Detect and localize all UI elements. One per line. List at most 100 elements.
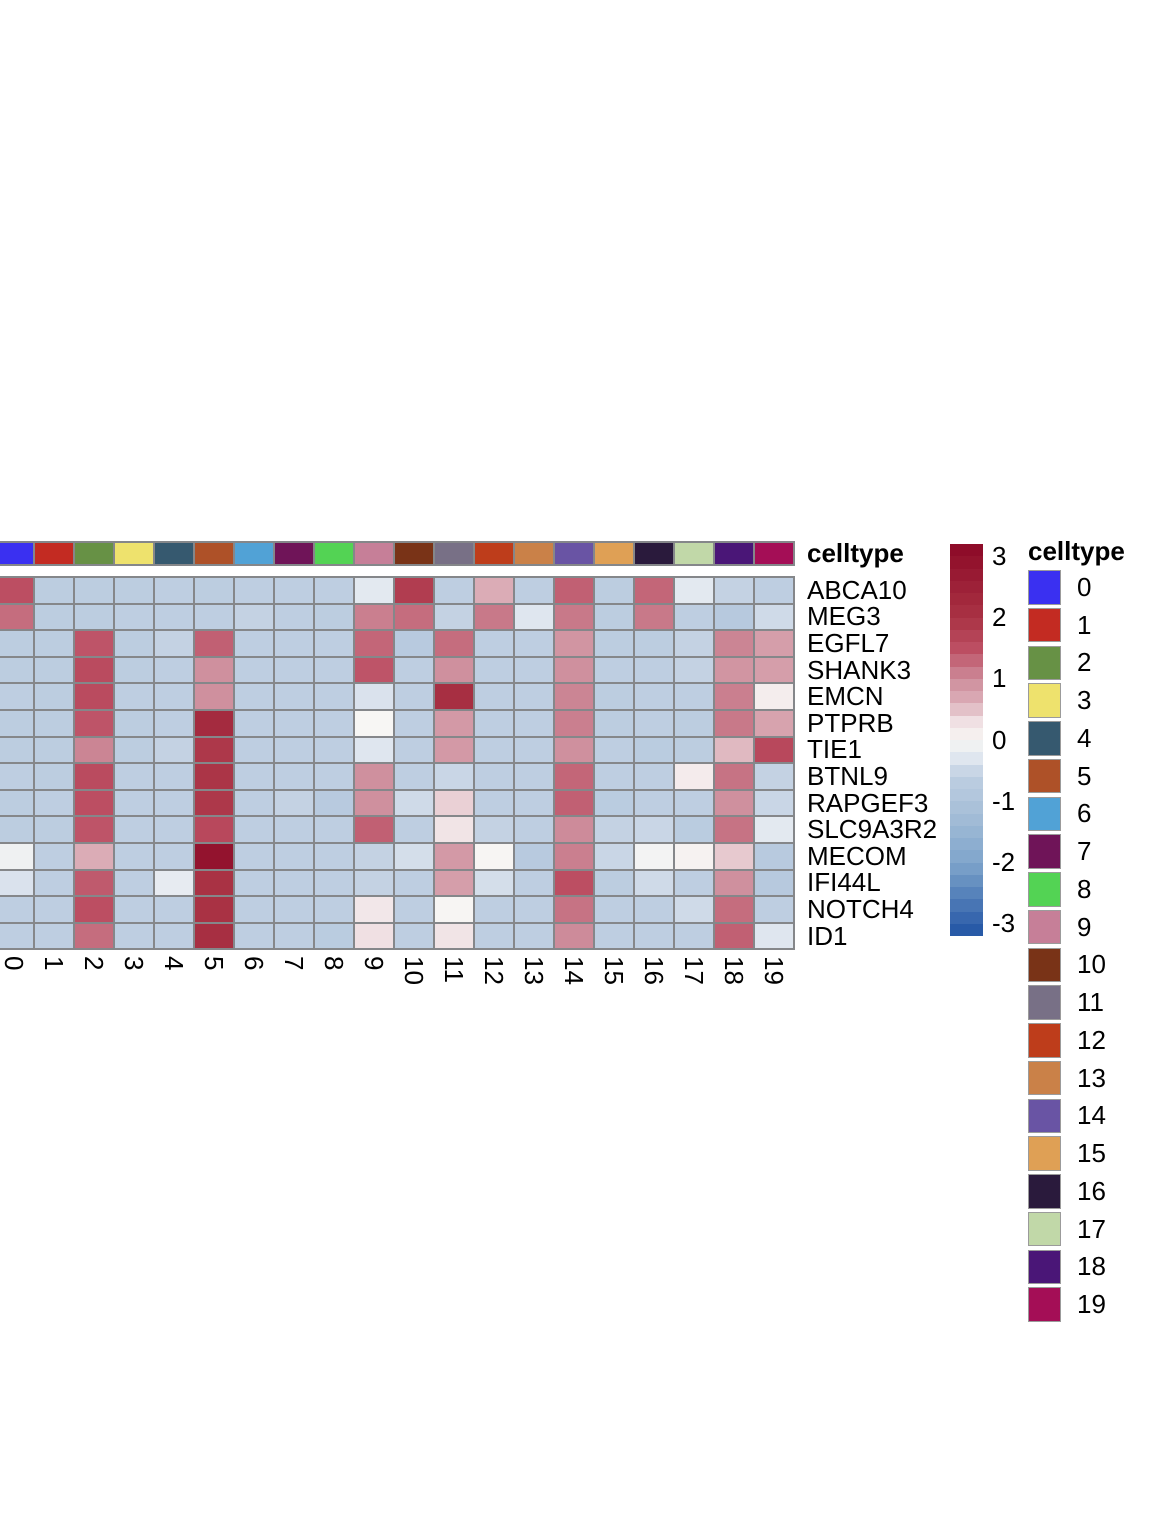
heatmap-cell-SLC9A3R2-c10 bbox=[395, 817, 433, 842]
legend-swatch-celltype-14 bbox=[1028, 1098, 1061, 1133]
annotation-cell-celltype-13 bbox=[515, 543, 553, 564]
colorbar-step bbox=[950, 715, 983, 728]
heatmap-cell-SLC9A3R2-c12 bbox=[475, 817, 513, 842]
legend-label-celltype-16: 16 bbox=[1077, 1175, 1106, 1206]
legend-swatch-celltype-3 bbox=[1028, 683, 1061, 718]
heatmap-cell-RAPGEF3-c17 bbox=[675, 790, 713, 816]
annotation-cell-celltype-12 bbox=[475, 543, 513, 564]
heatmap-cell-NOTCH4-c4 bbox=[155, 897, 193, 922]
legend-label-celltype-12: 12 bbox=[1077, 1024, 1106, 1055]
column-label-3: 3 bbox=[119, 956, 149, 971]
colorbar-step bbox=[950, 740, 983, 753]
row-label-ID1: ID1 bbox=[807, 920, 848, 951]
heatmap-cell-MEG3-c7 bbox=[275, 604, 313, 630]
heatmap-cell-ABCA10-c10 bbox=[395, 578, 433, 603]
heatmap-cell-IFI44L-c8 bbox=[315, 870, 353, 896]
heatmap-cell-ABCA10-c13 bbox=[515, 578, 553, 603]
heatmap-cell-RAPGEF3-c13 bbox=[515, 790, 553, 816]
heatmap-cell-TIE1-c17 bbox=[675, 737, 713, 763]
heatmap-cell-NOTCH4-c14 bbox=[555, 897, 593, 922]
legend-swatch-celltype-15 bbox=[1028, 1136, 1061, 1171]
heatmap-cell-EGFL7-c19 bbox=[755, 631, 793, 656]
heatmap-cell-SLC9A3R2-c8 bbox=[315, 817, 353, 842]
heatmap-cell-IFI44L-c10 bbox=[395, 870, 433, 896]
heatmap-cell-TIE1-c10 bbox=[395, 737, 433, 763]
heatmap-cell-SHANK3-c10 bbox=[395, 657, 433, 683]
colorbar-step bbox=[950, 801, 983, 814]
heatmap-cell-RAPGEF3-c15 bbox=[595, 790, 633, 816]
heatmap-cell-BTNL9-c12 bbox=[475, 764, 513, 789]
heatmap-cell-MEG3-c18 bbox=[715, 604, 753, 630]
legend-label-celltype-8: 8 bbox=[1077, 873, 1092, 904]
heatmap-cell-RAPGEF3-c11 bbox=[435, 790, 473, 816]
heatmap-cell-SLC9A3R2-c0 bbox=[0, 817, 33, 842]
column-label-16: 16 bbox=[639, 956, 669, 985]
heatmap-cell-MEG3-c13 bbox=[515, 604, 553, 630]
colorbar-step bbox=[950, 568, 983, 581]
heatmap-cell-PTPRB-c10 bbox=[395, 710, 433, 736]
heatmap-cell-ID1-c14 bbox=[555, 923, 593, 949]
heatmap-cell-SLC9A3R2-c1 bbox=[35, 817, 73, 842]
heatmap-cell-EMCN-c19 bbox=[755, 684, 793, 709]
legend-label-celltype-10: 10 bbox=[1077, 949, 1106, 980]
column-label-17: 17 bbox=[679, 956, 709, 985]
column-label-18: 18 bbox=[719, 956, 749, 985]
legend-label-celltype-19: 19 bbox=[1077, 1289, 1106, 1319]
column-label-1: 1 bbox=[39, 956, 69, 971]
heatmap-cell-SHANK3-c12 bbox=[475, 657, 513, 683]
annotation-cell-celltype-16 bbox=[635, 543, 673, 564]
heatmap-cell-MECOM-c6 bbox=[235, 843, 273, 869]
heatmap-cell-ID1-c18 bbox=[715, 923, 753, 949]
colorbar-step bbox=[950, 654, 983, 667]
heatmap-cell-EGFL7-c9 bbox=[355, 631, 393, 656]
heatmap-cell-IFI44L-c7 bbox=[275, 870, 313, 896]
heatmap-cell-ID1-c3 bbox=[115, 923, 153, 949]
heatmap-cell-IFI44L-c4 bbox=[155, 870, 193, 896]
colorbar-step bbox=[950, 776, 983, 789]
heatmap-cell-IFI44L-c13 bbox=[515, 870, 553, 896]
heatmap-cell-RAPGEF3-c8 bbox=[315, 790, 353, 816]
colorbar-step bbox=[950, 678, 983, 691]
heatmap-cell-RAPGEF3-c19 bbox=[755, 790, 793, 816]
legend-swatch-celltype-0 bbox=[1028, 570, 1061, 605]
heatmap-cell-EGFL7-c4 bbox=[155, 631, 193, 656]
annotation-cell-celltype-4 bbox=[155, 543, 193, 564]
heatmap-cell-MECOM-c19 bbox=[755, 843, 793, 869]
heatmap-cell-BTNL9-c4 bbox=[155, 764, 193, 789]
colorbar-step bbox=[950, 789, 983, 802]
heatmap-cell-NOTCH4-c6 bbox=[235, 897, 273, 922]
annotation-cell-celltype-5 bbox=[195, 543, 233, 564]
heatmap-cell-BTNL9-c15 bbox=[595, 764, 633, 789]
colorbar-tick--3: -3 bbox=[992, 908, 1016, 939]
heatmap-cell-SLC9A3R2-c18 bbox=[715, 817, 753, 842]
heatmap-cell-BTNL9-c7 bbox=[275, 764, 313, 789]
heatmap-cell-NOTCH4-c18 bbox=[715, 897, 753, 922]
legend-label-celltype-18: 18 bbox=[1077, 1251, 1106, 1282]
heatmap-cell-SHANK3-c15 bbox=[595, 657, 633, 683]
legend-label-celltype-2: 2 bbox=[1077, 647, 1092, 678]
annotation-title: celltype bbox=[807, 538, 904, 568]
heatmap-cell-ABCA10-c15 bbox=[595, 578, 633, 603]
value-colorbar bbox=[950, 544, 983, 936]
legend-swatch-celltype-6 bbox=[1028, 796, 1061, 831]
heatmap-cell-SHANK3-c1 bbox=[35, 657, 73, 683]
heatmap-cell-IFI44L-c15 bbox=[595, 870, 633, 896]
heatmap-cell-ABCA10-c7 bbox=[275, 578, 313, 603]
column-label-8: 8 bbox=[319, 956, 349, 971]
heatmap-cell-MEG3-c14 bbox=[555, 604, 593, 630]
column-label-9: 9 bbox=[359, 956, 389, 971]
heatmap-cell-BTNL9-c5 bbox=[195, 764, 233, 789]
heatmap-cell-ID1-c16 bbox=[635, 923, 673, 949]
legend-label-celltype-13: 13 bbox=[1077, 1062, 1106, 1093]
heatmap-cell-ABCA10-c11 bbox=[435, 578, 473, 603]
heatmap-cell-TIE1-c1 bbox=[35, 737, 73, 763]
colorbar-step bbox=[950, 703, 983, 716]
heatmap-cell-SHANK3-c13 bbox=[515, 657, 553, 683]
heatmap-cell-MEG3-c15 bbox=[595, 604, 633, 630]
heatmap-cell-BTNL9-c14 bbox=[555, 764, 593, 789]
column-label-15: 15 bbox=[599, 956, 629, 985]
heatmap-cell-EMCN-c7 bbox=[275, 684, 313, 709]
heatmap-cell-MEG3-c17 bbox=[675, 604, 713, 630]
heatmap-cell-EMCN-c3 bbox=[115, 684, 153, 709]
heatmap-cell-IFI44L-c9 bbox=[355, 870, 393, 896]
